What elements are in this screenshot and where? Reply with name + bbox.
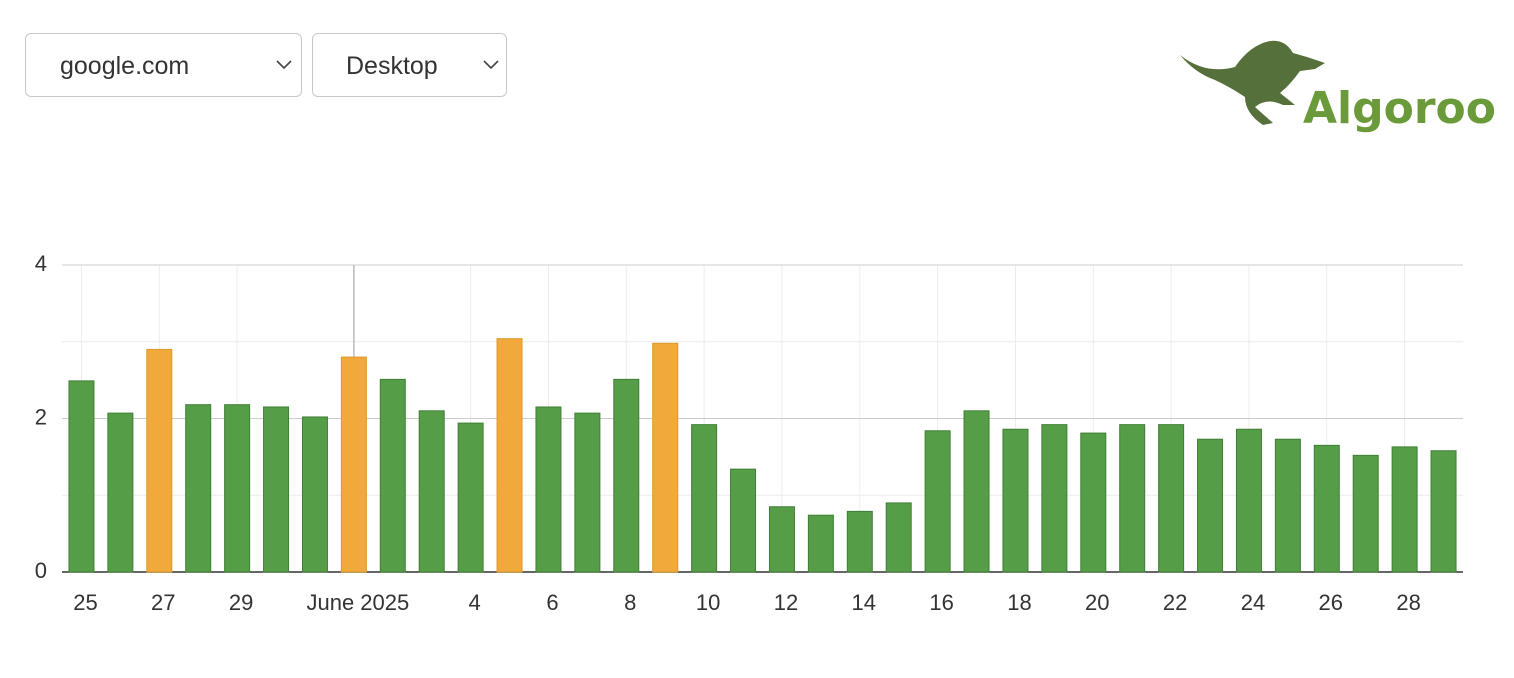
kangaroo	[1180, 40, 1325, 125]
x-tick-label: 24	[1241, 590, 1265, 615]
x-tick-label: 12	[774, 590, 798, 615]
bar	[1313, 444, 1340, 573]
device-select-text: Desktop	[346, 52, 438, 80]
x-tick-label: 10	[696, 590, 720, 615]
bar	[613, 378, 640, 573]
bar	[885, 502, 912, 573]
x-tick-label: 14	[852, 590, 876, 615]
bar	[224, 404, 251, 573]
bar	[768, 506, 795, 573]
bar	[107, 412, 134, 573]
bar	[340, 356, 367, 573]
bar	[379, 378, 406, 573]
bar	[1430, 450, 1457, 573]
x-tick-label: 6	[546, 590, 558, 615]
x-tick-label: 22	[1163, 590, 1187, 615]
bar	[691, 424, 718, 573]
bar	[1119, 424, 1146, 573]
device-select[interactable]: Desktop	[312, 33, 507, 97]
x-tick-label: 20	[1085, 590, 1109, 615]
bar	[146, 348, 173, 573]
x-tick-label: 27	[151, 590, 175, 615]
x-tick-label: 29	[229, 590, 253, 615]
bar	[301, 416, 328, 573]
x-tick-label: 18	[1007, 590, 1031, 615]
chevron	[483, 60, 499, 70]
bar	[924, 430, 951, 573]
bar	[1158, 424, 1185, 573]
x-tick-label: 28	[1396, 590, 1420, 615]
bar	[846, 510, 873, 573]
bar	[1391, 446, 1418, 573]
bar	[730, 468, 757, 573]
bar	[1080, 432, 1107, 573]
bar	[263, 406, 290, 573]
x-tick-label: 25	[73, 590, 97, 615]
bar	[1274, 438, 1301, 573]
x-tick-label: 26	[1319, 590, 1343, 615]
bar	[1197, 438, 1224, 573]
x-tick-label: June 2025	[306, 590, 409, 615]
bar	[1002, 428, 1029, 573]
bar	[1041, 424, 1068, 573]
y-tick-label: 4	[35, 251, 47, 276]
bar	[496, 338, 523, 573]
bar	[418, 410, 445, 573]
bar	[68, 380, 95, 573]
site-select[interactable]: google.com	[25, 33, 302, 97]
logo-text: Algoroo	[1303, 83, 1496, 134]
x-tick-label: 4	[469, 590, 481, 615]
chevron	[276, 60, 292, 70]
bar	[457, 422, 484, 573]
bar	[807, 514, 834, 573]
bar	[963, 410, 990, 573]
bar	[1235, 428, 1262, 573]
bar	[185, 404, 212, 573]
bar	[535, 406, 562, 573]
x-tick-label: 16	[929, 590, 953, 615]
y-tick-label: 0	[35, 558, 47, 583]
bar	[574, 412, 601, 573]
bar	[652, 342, 679, 573]
bar	[1352, 454, 1379, 573]
y-tick-label: 2	[35, 404, 47, 429]
x-tick-label: 8	[624, 590, 636, 615]
logo: Algoroo	[1180, 40, 1496, 134]
site-select-text: google.com	[60, 52, 190, 80]
